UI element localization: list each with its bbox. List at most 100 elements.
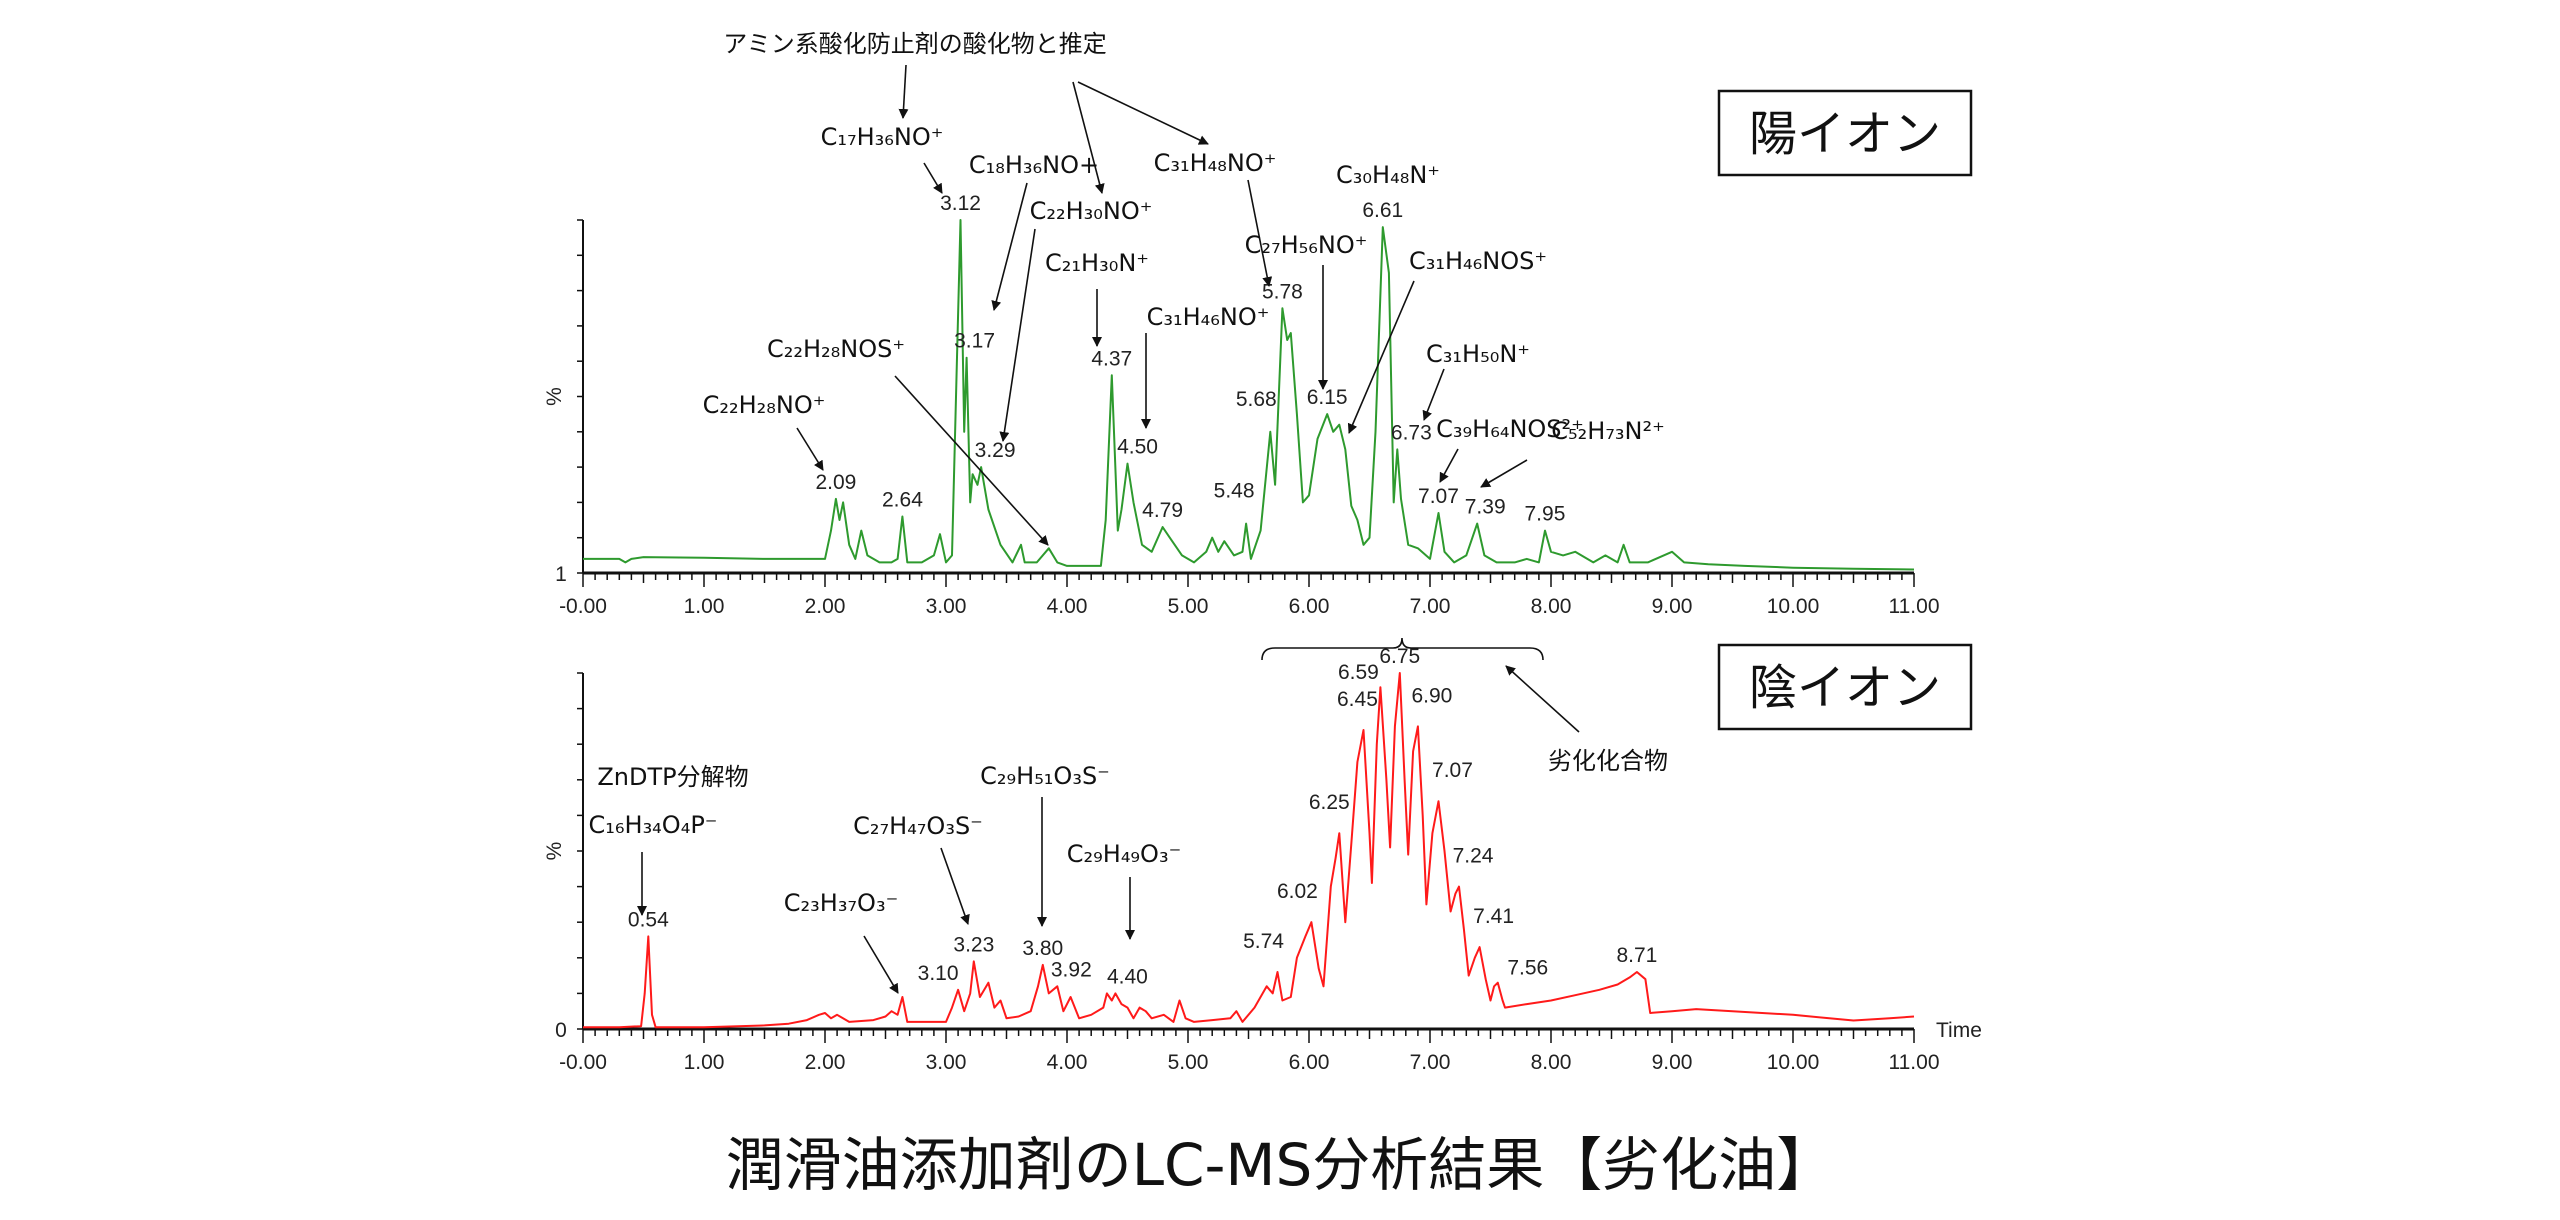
- peak-label: 3.10: [918, 962, 959, 985]
- compound-annotation: C₂₇H₄₇O₃S⁻: [853, 812, 983, 840]
- annotation-arrow: [1505, 665, 1580, 733]
- compound-annotation: 劣化化合物: [1548, 747, 1668, 775]
- compound-annotation: C₂₉H₅₁O₃S⁻: [980, 762, 1110, 790]
- peak-label: 7.07: [1432, 759, 1473, 782]
- x-tick-label: -0.00: [559, 1051, 607, 1074]
- peak-label: 0.54: [628, 908, 669, 931]
- compound-annotation: C₂₂H₂₈NO⁺: [703, 391, 826, 419]
- compound-annotation: ZnDTP分解物: [597, 763, 748, 791]
- peak-label: 3.23: [953, 933, 994, 956]
- annotation-arrow: [1480, 459, 1528, 488]
- annotation-arrow: [1072, 81, 1105, 194]
- x-tick-label: 10.00: [1767, 595, 1820, 618]
- peak-label: 4.37: [1091, 347, 1132, 370]
- annotation-arrow: [923, 162, 943, 194]
- annotation-arrow: [863, 935, 899, 994]
- y-min-label: 1: [555, 563, 567, 586]
- compound-annotation: C₂₇H₅₆NO⁺: [1245, 231, 1368, 259]
- compound-annotation: C₃₁H₅₀N⁺: [1426, 340, 1530, 368]
- x-tick-label: 1.00: [684, 1051, 725, 1074]
- compound-annotation: C₂₂H₂₈NOS⁺: [767, 335, 905, 363]
- negative-ion-trace: [583, 672, 1915, 1029]
- peak-label: 5.74: [1243, 930, 1284, 953]
- peak-label: 3.92: [1051, 958, 1092, 981]
- panel-label-box: [1717, 643, 1973, 731]
- y-min-label: 0: [555, 1019, 567, 1042]
- annotation-arrow: [991, 182, 1028, 311]
- x-tick-label: -0.00: [559, 595, 607, 618]
- x-tick-label: 8.00: [1531, 1051, 1572, 1074]
- peak-label: 5.48: [1214, 480, 1255, 503]
- peak-label: 3.29: [975, 439, 1016, 462]
- annotation-arrow: [894, 375, 1049, 546]
- figure-title: 潤滑油添加剤のLC-MS分析結果【劣化油】: [725, 1131, 1835, 1199]
- compound-annotation: C₁₈H₃₆NO+: [969, 151, 1099, 179]
- peak-label: 5.68: [1236, 388, 1277, 411]
- x-tick-label: 3.00: [926, 1051, 967, 1074]
- x-tick-label: 2.00: [805, 595, 846, 618]
- x-tick-label: 5.00: [1168, 595, 1209, 618]
- annotation-arrow: [1422, 368, 1445, 421]
- x-tick-label: 7.00: [1410, 595, 1451, 618]
- x-tick-label: 6.00: [1289, 1051, 1330, 1074]
- peak-label: 6.75: [1379, 645, 1420, 668]
- compound-annotation: C₂₉H₄₉O₃⁻: [1067, 840, 1181, 868]
- annotation-arrow: [1077, 81, 1209, 145]
- peak-label: 7.07: [1418, 485, 1459, 508]
- compound-annotation: C₅₂H₇₃N²⁺: [1551, 417, 1665, 445]
- panel-label-box: [1717, 89, 1973, 177]
- peak-label: 6.90: [1411, 684, 1452, 707]
- peak-label: 6.02: [1277, 880, 1318, 903]
- peak-label: 6.61: [1362, 199, 1403, 222]
- x-tick-label: 8.00: [1531, 595, 1572, 618]
- x-tick-label: 7.00: [1410, 1051, 1451, 1074]
- compound-annotation: C₃₁H₄₆NOS⁺: [1409, 247, 1547, 275]
- peak-label: 3.17: [954, 330, 995, 353]
- negative-ion-panel: -0.00 1.00 2.00 3.00 4.00 5.00 6.00 7.00 8.00 9.0…: [543, 637, 1982, 1074]
- compound-annotation: C₁₆H₃₄O₄P⁻: [589, 811, 718, 839]
- x-tick-label: 6.00: [1289, 595, 1330, 618]
- y-axis-label: %: [543, 842, 566, 861]
- panel-label: 陰イオン: [1749, 660, 1941, 716]
- peak-label: 6.45: [1337, 688, 1378, 711]
- peak-label: 4.40: [1107, 965, 1148, 988]
- compound-annotation: C₁₇H₃₆NO⁺: [821, 123, 944, 151]
- annotation-arrow: [940, 847, 970, 925]
- x-axis-label: Time: [1936, 1019, 1982, 1042]
- compound-annotation: C₃₉H₆₄NOS²⁺: [1436, 415, 1584, 443]
- peak-label: 4.79: [1142, 499, 1183, 522]
- annotation-arrow: [1439, 448, 1459, 483]
- x-tick-label: 4.00: [1047, 595, 1088, 618]
- x-tick-label: 9.00: [1652, 1051, 1693, 1074]
- peak-label: 3.12: [940, 192, 981, 215]
- x-tick-label: 9.00: [1652, 595, 1693, 618]
- peak-label: 8.71: [1616, 944, 1657, 967]
- peak-label: 7.39: [1465, 496, 1506, 519]
- annotation-arrow: [1247, 179, 1273, 287]
- x-tick-label: 10.00: [1767, 1051, 1820, 1074]
- x-tick-label: 3.00: [926, 595, 967, 618]
- peak-label: 5.78: [1262, 280, 1303, 303]
- annotation-arrow: [1347, 280, 1415, 434]
- panel-label: 陽イオン: [1749, 106, 1941, 162]
- y-axis-label: %: [543, 387, 566, 406]
- x-tick-label: 11.00: [1889, 1051, 1940, 1074]
- peak-label: 6.73: [1391, 421, 1432, 444]
- x-tick-label: 11.00: [1889, 595, 1940, 618]
- compound-annotation: C₃₁H₄₈NO⁺: [1154, 149, 1277, 177]
- peak-label: 4.50: [1117, 436, 1158, 459]
- compound-annotation: C₃₀H₄₈N⁺: [1336, 161, 1440, 189]
- compound-annotation: C₂₂H₃₀NO⁺: [1030, 197, 1153, 225]
- peak-label: 6.59: [1338, 661, 1379, 684]
- compound-annotation: C₂₁H₃₀N⁺: [1045, 249, 1149, 277]
- peak-label: 6.25: [1309, 791, 1350, 814]
- peak-label: 2.09: [815, 471, 856, 494]
- peak-label: 3.80: [1022, 937, 1063, 960]
- x-tick-label: 5.00: [1168, 1051, 1209, 1074]
- positive-ion-trace: [583, 219, 1915, 571]
- peak-label: 7.41: [1473, 905, 1514, 928]
- annotation-arrow: [999, 228, 1036, 442]
- compound-annotation: アミン系酸化防止剤の酸化物と推定: [723, 30, 1107, 58]
- compound-annotation: C₂₃H₃₇O₃⁻: [784, 889, 898, 917]
